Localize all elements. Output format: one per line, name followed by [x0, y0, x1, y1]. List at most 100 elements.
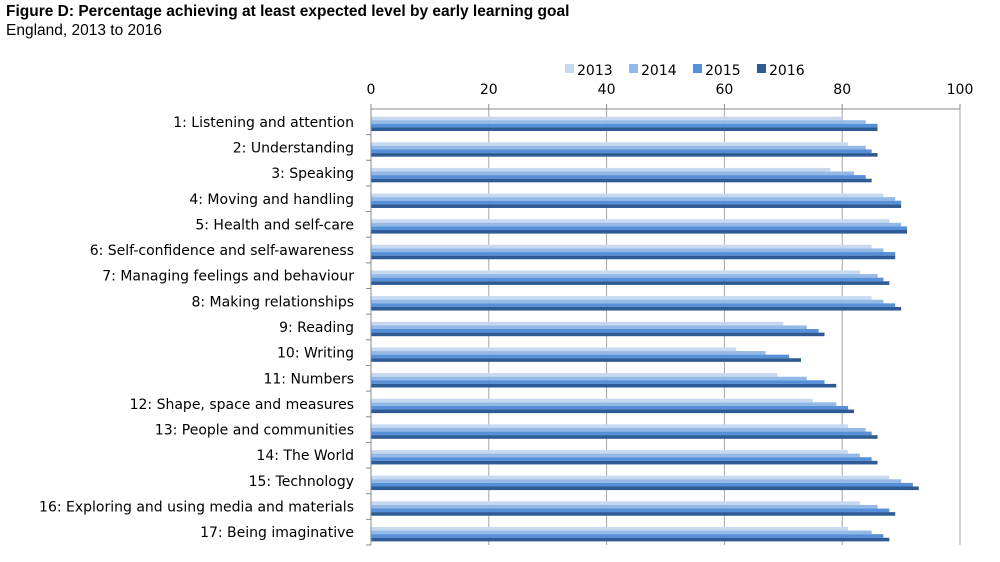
bar-2013	[371, 296, 872, 300]
legend-label: 2016	[769, 63, 805, 79]
bar-2014	[371, 325, 807, 329]
x-tick-label: 100	[947, 82, 974, 98]
bar-2014	[371, 120, 866, 124]
bar-2015	[371, 149, 872, 154]
bar-2013	[371, 347, 737, 352]
chart-title: Figure D: Percentage achieving at least …	[6, 3, 570, 20]
bar-2016	[371, 127, 878, 132]
bar-2014	[371, 222, 902, 227]
bar-2016	[371, 281, 890, 285]
legend-label: 2015	[705, 63, 741, 79]
legend-swatch-2013	[565, 64, 574, 73]
bar-2015	[371, 329, 819, 333]
legend-swatch-2016	[757, 64, 766, 73]
bar-2016	[371, 230, 907, 234]
legend-swatch-2015	[693, 64, 702, 73]
x-tick-label: 0	[367, 82, 376, 98]
category-label: 13: People and communities	[155, 423, 354, 439]
bar-2014	[371, 274, 878, 278]
bar-2015	[371, 252, 896, 256]
bar-2014	[371, 197, 896, 201]
category-label: 3: Speaking	[271, 166, 354, 182]
bar-2015	[371, 303, 896, 307]
bar-2016	[371, 537, 890, 542]
bar-2014	[371, 376, 807, 381]
bar-2015	[371, 457, 872, 461]
category-label: 1: Listening and attention	[173, 115, 354, 131]
bar-2016	[371, 383, 837, 388]
bar-2016	[371, 358, 801, 362]
bar-2016	[371, 486, 919, 491]
bar-2015	[371, 123, 878, 128]
bar-2015	[371, 431, 872, 436]
category-label: 8: Making relationships	[191, 294, 354, 310]
legend-label: 2013	[577, 63, 613, 79]
bar-2013	[371, 193, 884, 198]
bar-2014	[371, 504, 878, 509]
x-tick-label: 60	[715, 82, 733, 98]
bar-2015	[371, 380, 825, 384]
bar-2013	[371, 475, 890, 480]
bar-2013	[371, 373, 778, 377]
bar-2015	[371, 354, 790, 359]
category-label: 11: Numbers	[263, 371, 354, 387]
bar-2014	[371, 171, 854, 176]
bar-2013	[371, 270, 860, 275]
category-label: 16: Exploring and using media and materi…	[39, 500, 354, 516]
category-label: 15: Technology	[249, 474, 354, 490]
bar-2014	[371, 145, 866, 150]
category-label: 14: The World	[256, 448, 354, 464]
bar-2014	[371, 453, 860, 458]
category-label: 17: Being imaginative	[200, 525, 354, 541]
bar-2013	[371, 501, 860, 505]
chart-subtitle: England, 2013 to 2016	[6, 22, 162, 39]
bar-2015	[371, 175, 866, 179]
legend-swatch-2014	[629, 64, 638, 73]
category-label: 9: Reading	[279, 320, 354, 336]
bar-2016	[371, 435, 878, 439]
bar-2016	[371, 255, 896, 260]
bar-2015	[371, 482, 913, 487]
bar-2014	[371, 402, 837, 406]
category-label: 5: Health and self-care	[195, 217, 354, 233]
x-tick-label: 20	[480, 82, 498, 98]
category-label: 7: Managing feelings and behaviour	[102, 269, 354, 285]
bar-2013	[371, 424, 849, 428]
category-label: 2: Understanding	[233, 140, 354, 156]
bar-2016	[371, 332, 825, 337]
bar-2014	[371, 248, 884, 253]
bar-2013	[371, 142, 849, 146]
category-label: 12: Shape, space and measures	[130, 397, 354, 413]
bar-2013	[371, 244, 872, 249]
bar-2013	[371, 219, 890, 223]
bar-2016	[371, 178, 872, 183]
bar-2014	[371, 427, 866, 432]
x-tick-label: 80	[833, 82, 851, 98]
bar-2015	[371, 534, 884, 538]
bar-2014	[371, 479, 902, 483]
bar-2015	[371, 405, 849, 410]
bar-2016	[371, 204, 902, 208]
bar-2013	[371, 321, 784, 326]
bar-2014	[371, 530, 872, 535]
bar-2016	[371, 460, 878, 465]
category-label: 6: Self-confidence and self-awareness	[90, 243, 354, 259]
bar-2013	[371, 526, 849, 531]
category-label: 10: Writing	[277, 346, 354, 362]
bar-2014	[371, 299, 884, 304]
bar-2015	[371, 508, 890, 513]
bar-2015	[371, 277, 884, 282]
category-label: 4: Moving and handling	[189, 192, 354, 208]
bar-2016	[371, 153, 878, 157]
bar-2014	[371, 351, 766, 355]
bar-2015	[371, 200, 902, 205]
bar-2013	[371, 398, 813, 403]
bar-2016	[371, 512, 896, 516]
bar-2013	[371, 116, 843, 121]
bar-2013	[371, 167, 831, 172]
x-tick-label: 40	[598, 82, 616, 98]
bar-2015	[371, 226, 907, 231]
legend-label: 2014	[641, 63, 677, 79]
bar-2013	[371, 450, 849, 454]
